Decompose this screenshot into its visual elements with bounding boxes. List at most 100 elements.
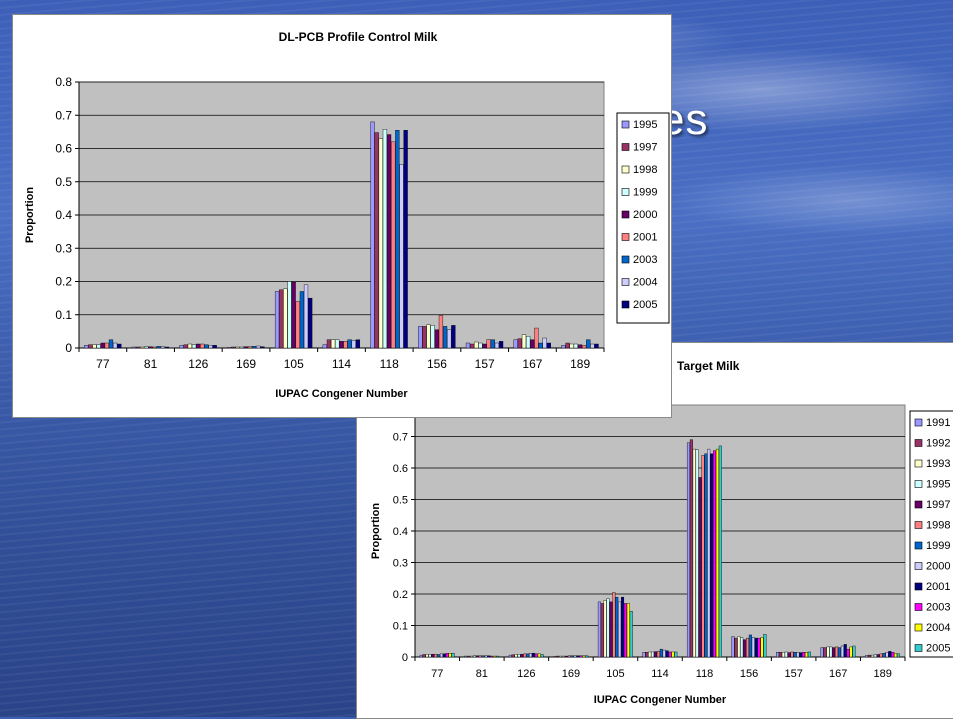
bar (418, 326, 423, 349)
bar (530, 339, 535, 349)
bar (100, 342, 105, 349)
bar (447, 329, 452, 349)
bar (573, 343, 578, 349)
bar (668, 651, 672, 658)
bar (751, 637, 755, 658)
bar (208, 345, 213, 349)
bar (511, 654, 515, 658)
bar (442, 326, 448, 349)
legend-swatch (914, 562, 923, 570)
bar (674, 651, 678, 658)
y-tick-label: 0.6 (393, 463, 408, 475)
bar (108, 339, 114, 349)
bar (648, 651, 652, 658)
bar (891, 652, 895, 658)
bar (748, 634, 752, 658)
bar (837, 647, 841, 658)
bar (212, 345, 217, 349)
legend-swatch (621, 120, 630, 129)
legend-swatch (914, 521, 923, 529)
bar (399, 164, 404, 349)
legend-label: 2005 (633, 299, 657, 311)
y-axis-label: Proportion (24, 187, 36, 243)
bar (868, 654, 872, 658)
bar (698, 477, 702, 658)
x-tick-label: 156 (740, 668, 758, 680)
x-tick-label: 156 (427, 357, 447, 371)
y-tick-label: 0.2 (393, 589, 408, 601)
bar (382, 129, 388, 349)
bar (695, 449, 699, 658)
bar (279, 289, 284, 349)
bar (707, 448, 711, 658)
legend-swatch (914, 480, 923, 488)
bar (370, 121, 375, 349)
legend-swatch (621, 143, 630, 151)
bar (474, 341, 479, 349)
bar (805, 652, 809, 658)
bar (274, 291, 280, 349)
legend-swatch (621, 210, 630, 219)
bar (517, 338, 522, 349)
bar (590, 343, 595, 349)
bar (343, 341, 348, 349)
bar (470, 343, 475, 349)
bar (196, 343, 201, 349)
bar (542, 337, 547, 349)
bar (840, 645, 844, 658)
legend-label: 2004 (926, 622, 950, 634)
bar (347, 339, 352, 349)
y-axis-label: Proportion (370, 503, 382, 559)
bar (520, 653, 524, 658)
x-tick-label: 114 (651, 668, 669, 680)
legend: 1991 1992 1993 1995 1997 1998 1999 2000 2001 2003… (909, 410, 953, 658)
bar (517, 654, 521, 658)
bar (529, 653, 533, 658)
bar (534, 653, 538, 658)
bar (434, 329, 439, 349)
bar (823, 647, 827, 658)
bar (621, 596, 625, 658)
bar (335, 339, 340, 349)
bar (243, 346, 249, 349)
bar (148, 346, 153, 349)
legend-swatch (621, 233, 630, 241)
legend-swatch (914, 439, 923, 447)
bar (92, 344, 97, 349)
bar (160, 346, 165, 349)
bar (330, 339, 336, 349)
bar (152, 346, 157, 349)
bar (339, 341, 344, 349)
bar (618, 601, 622, 658)
x-tick-label: 118 (696, 668, 714, 680)
chart-title: DL-PCB Profile Control Milk (279, 30, 438, 44)
bar (464, 655, 468, 658)
legend-swatch (621, 188, 630, 196)
bar (442, 653, 446, 658)
bar (606, 598, 610, 658)
bar (438, 315, 444, 349)
bar (256, 345, 261, 349)
bar (615, 596, 619, 658)
bar (403, 130, 408, 349)
bar (710, 453, 714, 658)
legend-label: 2001 (633, 232, 657, 244)
bar (546, 342, 551, 349)
bar (513, 339, 518, 349)
bar (564, 655, 568, 658)
y-tick-label: 0.2 (55, 275, 72, 289)
bar (481, 655, 485, 658)
bar (790, 651, 794, 658)
bar (609, 601, 613, 658)
bar (704, 453, 708, 658)
legend-label: 1995 (926, 479, 950, 491)
legend-label: 2003 (633, 254, 657, 266)
bar (164, 346, 170, 349)
bar (422, 326, 427, 349)
bar (826, 646, 830, 658)
bar (718, 445, 722, 658)
bar (802, 652, 806, 658)
bar (882, 653, 886, 658)
x-tick-label: 157 (475, 357, 495, 371)
y-tick-label: 0.6 (55, 142, 72, 156)
